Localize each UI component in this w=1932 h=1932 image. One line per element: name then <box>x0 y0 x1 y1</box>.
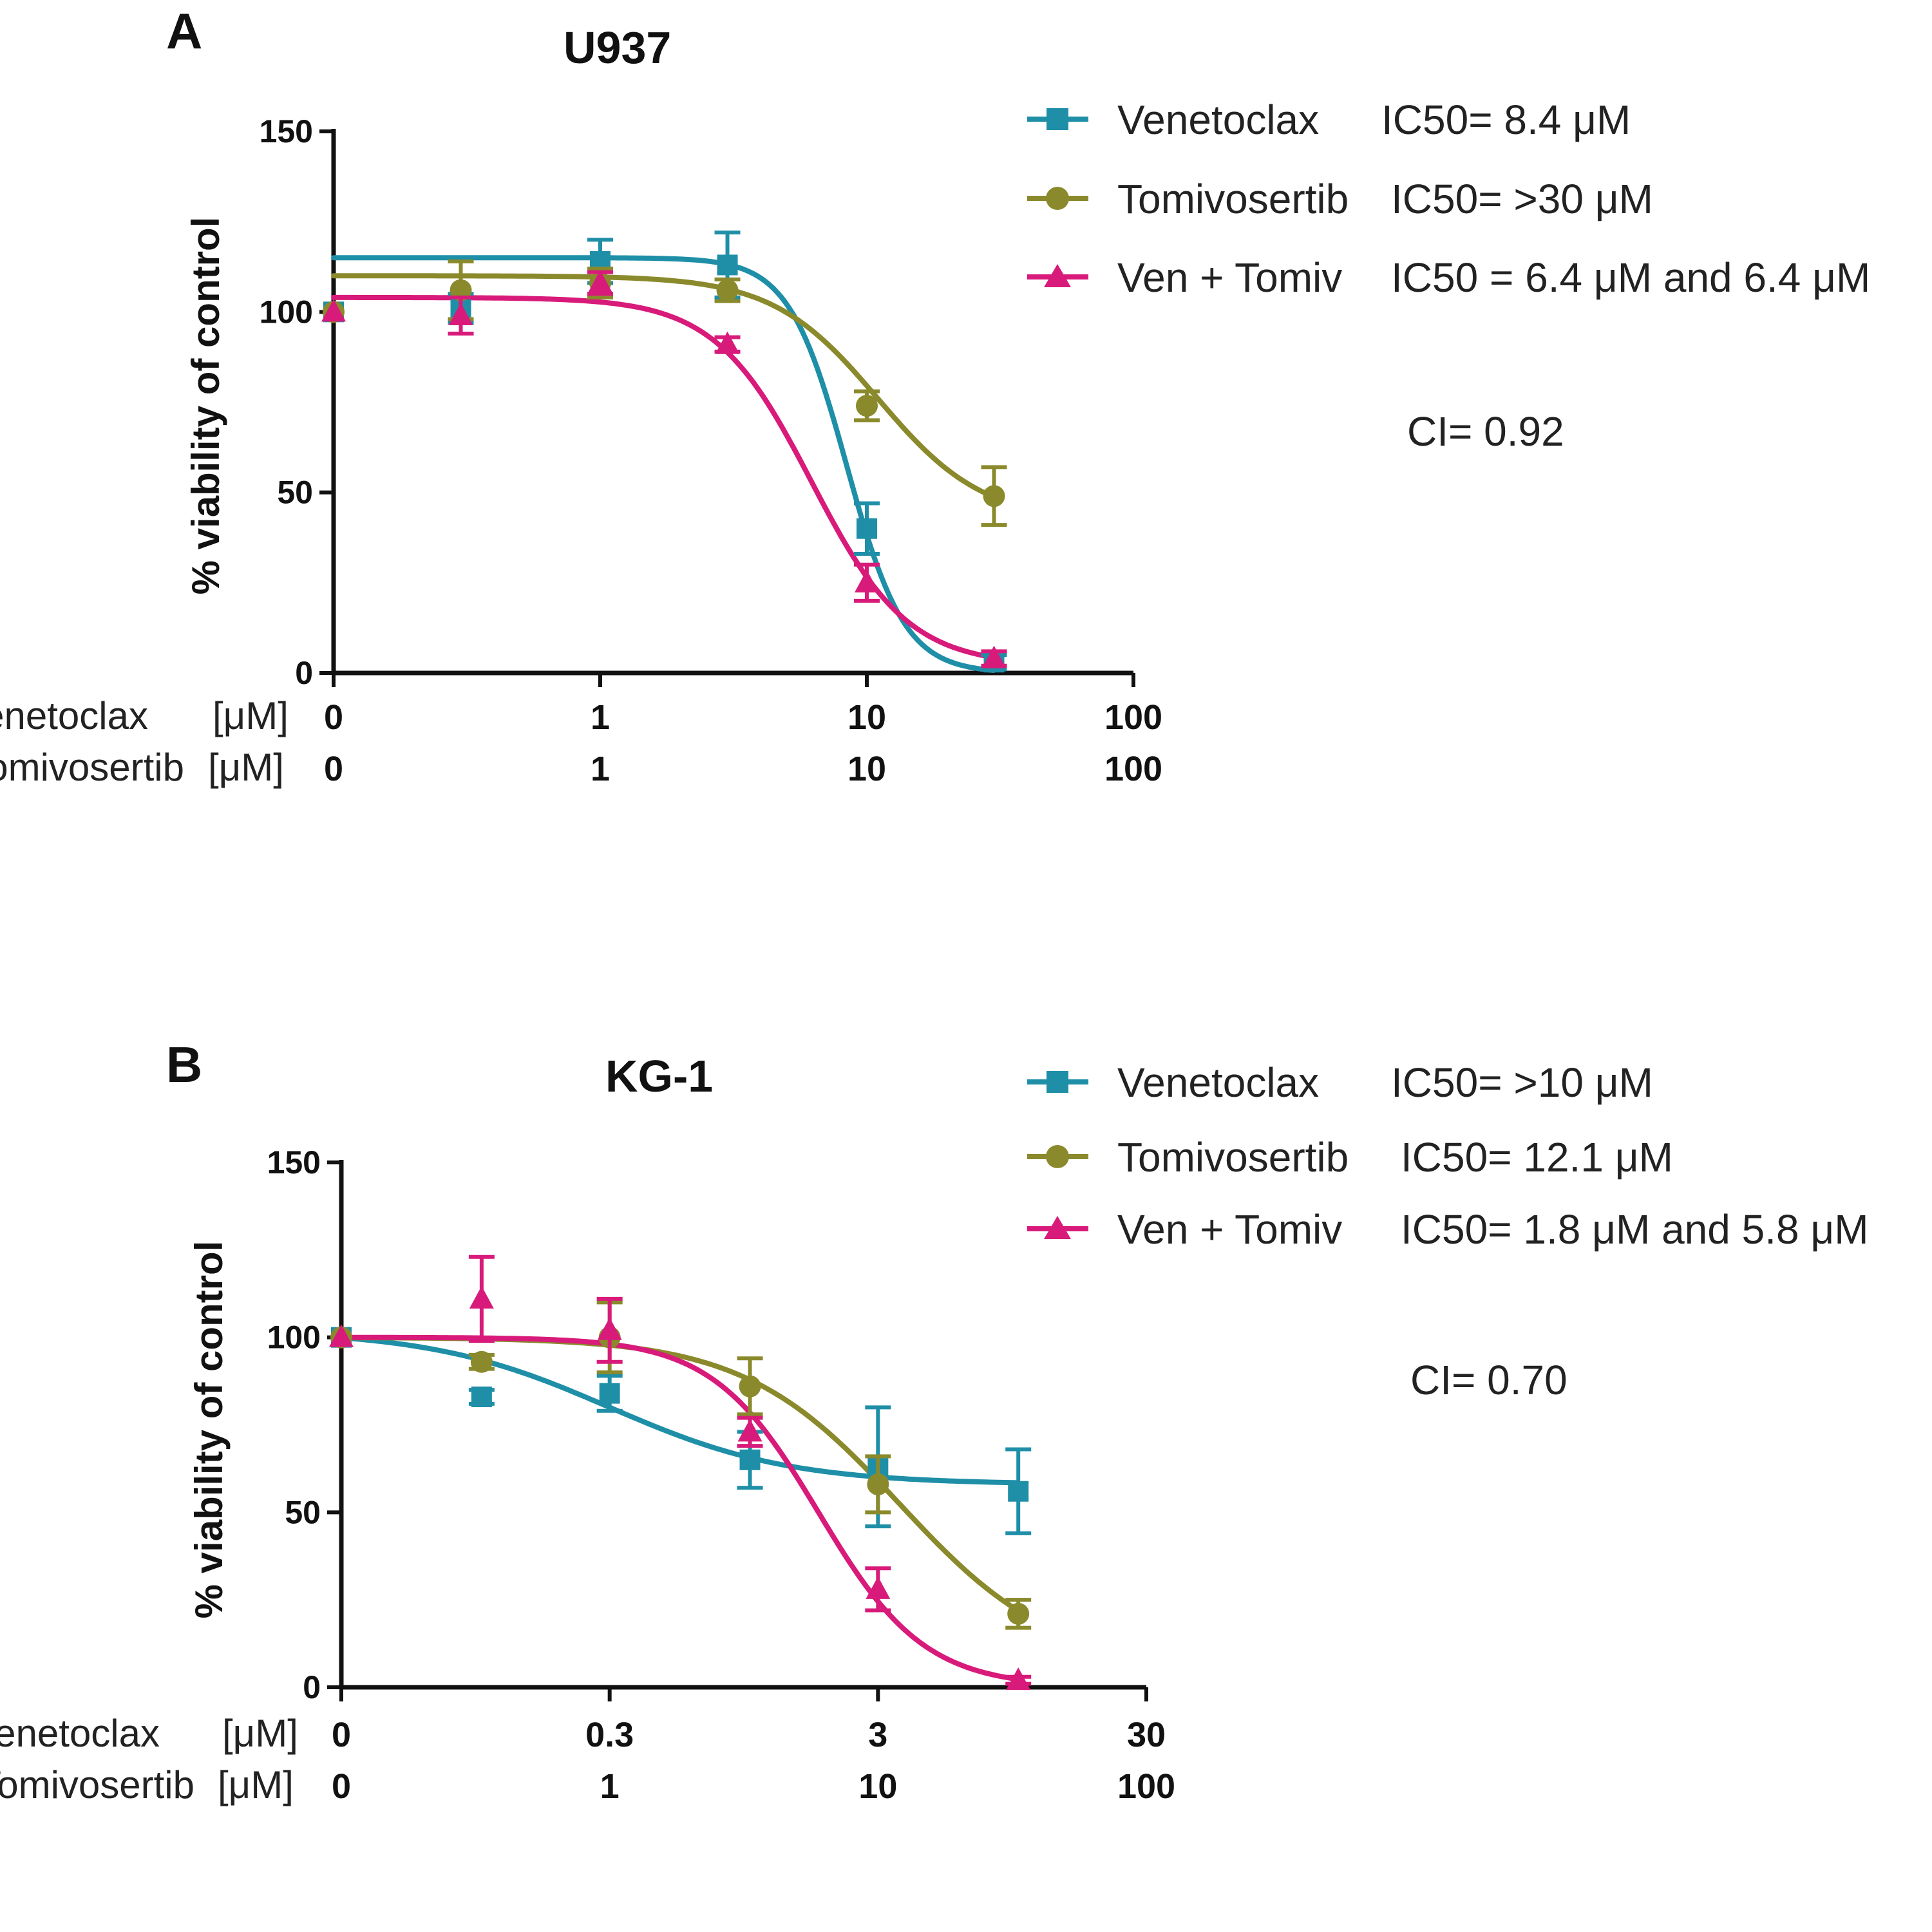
fit-curve-triangle <box>331 294 996 660</box>
legend-label-venetoclax-a: Venetoclax <box>1117 97 1319 143</box>
data-point-circle <box>856 395 878 417</box>
data-point-circle <box>739 1375 761 1397</box>
data-point-triangle <box>866 1576 891 1599</box>
x-tick-label: 100 <box>1104 750 1162 788</box>
x-tick-label: 1 <box>591 750 610 788</box>
panel-letter-a: A <box>166 3 202 59</box>
x-row-drug-b-0: Venetoclax <box>0 1712 160 1755</box>
data-point-square <box>1008 1481 1029 1502</box>
data-point-circle <box>983 485 1005 507</box>
data-point-triangle <box>737 1419 762 1442</box>
panel-title-a: U937 <box>564 23 671 73</box>
legend-label-venetoclax-b: Venetoclax <box>1117 1059 1319 1106</box>
y-tick-label: 100 <box>267 1320 321 1356</box>
data-point-triangle <box>588 270 612 293</box>
panel-letter-b: B <box>166 1036 202 1093</box>
x-row-drug-a-1: Tomivosertib <box>0 746 184 789</box>
y-tick-label: 0 <box>295 655 313 691</box>
data-point-square <box>857 518 877 539</box>
x-tick-label: 0 <box>324 698 343 737</box>
x-tick-label: 0 <box>324 750 343 788</box>
legend-label-combo-a: Ven + Tomiv <box>1117 254 1342 301</box>
legend-ic50-tomivosertib-b: IC50= 12.1 μM <box>1401 1134 1673 1180</box>
data-point-triangle <box>469 1285 494 1309</box>
data-point-circle <box>1007 1602 1030 1625</box>
y-tick-label: 50 <box>285 1494 321 1530</box>
x-row-unit-b-1: [μM] <box>218 1763 294 1806</box>
data-point-square <box>599 1383 620 1404</box>
data-point-triangle <box>715 331 740 354</box>
x-tick-label: 1 <box>591 698 610 737</box>
legend-ic50-tomivosertib-a: IC50= >30 μM <box>1391 176 1653 222</box>
fit-curve-triangle <box>339 1334 1020 1682</box>
legend-triangle-icon-a <box>1044 264 1071 287</box>
data-point-triangle <box>329 1324 354 1347</box>
legend-b: Venetoclax IC50= >10 μM Tomivosertib IC5… <box>1027 1059 1869 1253</box>
legend-circle-icon-b <box>1046 1145 1069 1168</box>
data-point-triangle <box>855 569 879 592</box>
x-row-unit-a-1: [μM] <box>208 746 284 789</box>
data-point-circle <box>867 1473 889 1495</box>
legend-ic50-venetoclax-a: IC50= 8.4 μM <box>1381 97 1631 143</box>
data-point-triangle <box>321 299 346 322</box>
x-tick-label: 0 <box>332 1767 351 1806</box>
legend-square-icon-b <box>1046 1071 1068 1093</box>
y-tick-label: 50 <box>277 475 313 511</box>
y-tick-label: 0 <box>303 1669 321 1705</box>
data-point-triangle <box>981 645 1007 668</box>
panel-b: B KG-1 % viability of control 0501001500… <box>0 1036 1869 1806</box>
ci-annotation-b: CI= 0.70 <box>1410 1357 1567 1403</box>
data-point-circle <box>470 1350 493 1373</box>
data-point-triangle <box>597 1317 622 1340</box>
legend-ic50-venetoclax-b: IC50= >10 μM <box>1391 1059 1653 1106</box>
x-tick-label: 10 <box>848 750 886 788</box>
x-tick-label: 0 <box>332 1716 351 1754</box>
x-row-drug-b-1: Tomivosertib <box>0 1763 194 1806</box>
data-point-circle <box>716 279 739 301</box>
x-tick-label: 10 <box>858 1767 897 1806</box>
x-row-drug-a-0: Venetoclax <box>0 694 148 737</box>
legend-square-icon-a <box>1046 108 1068 130</box>
legend-ic50-combo-b: IC50= 1.8 μM and 5.8 μM <box>1401 1206 1869 1253</box>
y-tick-label: 100 <box>260 294 313 330</box>
ci-annotation-a: CI= 0.92 <box>1407 408 1564 455</box>
legend-label-tomivosertib-a: Tomivosertib <box>1117 176 1349 222</box>
x-row-unit-a-0: [μM] <box>213 694 289 737</box>
y-tick-label: 150 <box>260 113 313 149</box>
x-tick-label: 30 <box>1127 1716 1166 1754</box>
data-point-square <box>471 1387 492 1408</box>
x-tick-label: 0.3 <box>585 1716 634 1754</box>
y-axis-label-b: % viability of control <box>187 1241 231 1619</box>
y-axis-label-a: % viability of control <box>184 217 227 595</box>
panel-a: A U937 % viability of control 0501001500… <box>0 3 1870 789</box>
data-point-square <box>739 1449 761 1470</box>
data-point-square <box>717 254 738 276</box>
data-point-triangle <box>448 302 473 325</box>
legend-a: Venetoclax IC50= 8.4 μM Tomivosertib IC5… <box>1027 97 1870 301</box>
fit-curve-circle <box>331 273 996 500</box>
fit-curve-square <box>339 1335 1020 1486</box>
panel-title-b: KG-1 <box>605 1051 713 1101</box>
x-tick-label: 1 <box>600 1767 620 1806</box>
fit-curve-square <box>331 255 996 673</box>
x-tick-label: 10 <box>848 698 886 737</box>
legend-label-tomivosertib-b: Tomivosertib <box>1117 1134 1349 1180</box>
x-tick-label: 100 <box>1117 1767 1175 1806</box>
x-tick-label: 100 <box>1104 698 1162 737</box>
x-row-unit-b-0: [μM] <box>222 1712 298 1755</box>
legend-triangle-icon-b <box>1044 1216 1071 1239</box>
x-tick-label: 3 <box>868 1716 887 1754</box>
legend-ic50-combo-a: IC50 = 6.4 μM and 6.4 μM <box>1391 254 1870 301</box>
y-tick-label: 150 <box>267 1144 321 1180</box>
legend-circle-icon-a <box>1046 187 1069 210</box>
legend-label-combo-b: Ven + Tomiv <box>1117 1206 1342 1253</box>
data-point-triangle <box>1006 1667 1031 1690</box>
